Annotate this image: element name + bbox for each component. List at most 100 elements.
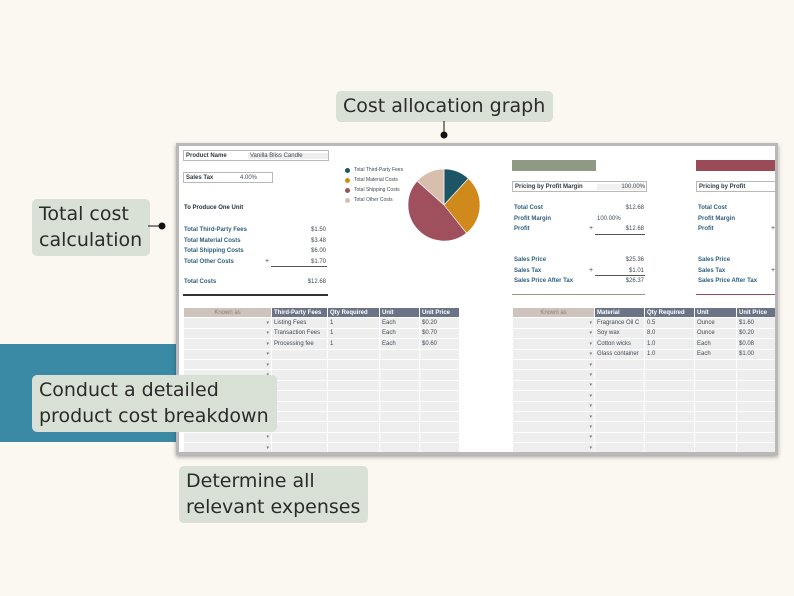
- table-cell[interactable]: [594, 379, 645, 392]
- table-cell[interactable]: [644, 379, 695, 392]
- pricing-method-value[interactable]: 100.00%: [597, 183, 645, 190]
- table-cell[interactable]: [379, 358, 420, 371]
- table-cell[interactable]: [644, 431, 695, 444]
- table-cell[interactable]: 1: [327, 327, 380, 340]
- table-cell[interactable]: [736, 358, 775, 371]
- product-name-field[interactable]: Product Name Vanilla Bliss Candle: [183, 150, 329, 161]
- table-cell[interactable]: [379, 421, 420, 433]
- table-cell[interactable]: [271, 390, 328, 402]
- table-cell[interactable]: [594, 421, 645, 433]
- table-cell[interactable]: [327, 379, 380, 392]
- table-cell[interactable]: [736, 410, 775, 423]
- chevron-down-icon[interactable]: ▾: [183, 348, 272, 360]
- table-cell[interactable]: [419, 442, 460, 452]
- table-cell[interactable]: 1.0: [644, 338, 695, 350]
- table-cell[interactable]: $0.20: [736, 327, 775, 340]
- table-cell[interactable]: $0.60: [419, 338, 460, 350]
- table-cell[interactable]: 0.5: [644, 317, 695, 329]
- table-cell[interactable]: [327, 390, 380, 402]
- table-cell[interactable]: [644, 442, 695, 452]
- table-cell[interactable]: [327, 410, 380, 423]
- table-cell[interactable]: [419, 369, 460, 381]
- table-cell[interactable]: Fragrance Oil C: [594, 317, 645, 329]
- table-cell[interactable]: $0.08: [736, 338, 775, 350]
- chevron-down-icon[interactable]: ▾: [183, 317, 272, 329]
- table-cell[interactable]: [419, 390, 460, 402]
- chevron-down-icon[interactable]: ▾: [512, 431, 595, 444]
- chevron-down-icon[interactable]: ▾: [512, 410, 595, 423]
- table-cell[interactable]: Each: [379, 338, 420, 350]
- table-cell[interactable]: [379, 348, 420, 360]
- table-cell[interactable]: [379, 379, 420, 392]
- table-cell[interactable]: 1.0: [644, 348, 695, 360]
- table-cell[interactable]: [271, 400, 328, 412]
- table-cell[interactable]: [271, 348, 328, 360]
- chevron-down-icon[interactable]: ▾: [183, 338, 272, 350]
- product-name-value[interactable]: Vanilla Bliss Candle: [248, 152, 328, 159]
- table-cell[interactable]: [327, 442, 380, 452]
- table-cell[interactable]: Processing fee: [271, 338, 328, 350]
- table-cell[interactable]: Cotton wicks: [594, 338, 645, 350]
- table-cell[interactable]: [694, 390, 737, 402]
- table-cell[interactable]: [644, 410, 695, 423]
- table-cell[interactable]: [379, 390, 420, 402]
- table-cell[interactable]: [644, 390, 695, 402]
- table-cell[interactable]: [327, 369, 380, 381]
- table-cell[interactable]: 1: [327, 338, 380, 350]
- table-cell[interactable]: [327, 400, 380, 412]
- table-cell[interactable]: [694, 379, 737, 392]
- table-cell[interactable]: [271, 410, 328, 423]
- table-cell[interactable]: [419, 410, 460, 423]
- chevron-down-icon[interactable]: ▾: [512, 348, 595, 360]
- table-cell[interactable]: [644, 358, 695, 371]
- table-cell[interactable]: $0.20: [419, 317, 460, 329]
- chevron-down-icon[interactable]: ▾: [512, 400, 595, 412]
- table-cell[interactable]: [594, 400, 645, 412]
- table-cell[interactable]: [694, 358, 737, 371]
- table-cell[interactable]: [327, 431, 380, 444]
- table-cell[interactable]: Soy wax: [594, 327, 645, 340]
- pricing-method-profit[interactable]: Pricing by Profit: [696, 181, 775, 192]
- chevron-down-icon[interactable]: ▾: [512, 327, 595, 340]
- table-cell[interactable]: [694, 421, 737, 433]
- table-cell[interactable]: [419, 421, 460, 433]
- table-cell[interactable]: [271, 421, 328, 433]
- table-cell[interactable]: [419, 348, 460, 360]
- table-cell[interactable]: [379, 410, 420, 423]
- table-cell[interactable]: [379, 431, 420, 444]
- table-cell[interactable]: [594, 442, 645, 452]
- table-cell[interactable]: [736, 421, 775, 433]
- table-cell[interactable]: [644, 400, 695, 412]
- table-cell[interactable]: [419, 358, 460, 371]
- table-cell[interactable]: Glass container: [594, 348, 645, 360]
- chevron-down-icon[interactable]: ▾: [512, 442, 595, 452]
- table-cell[interactable]: Transaction Fees: [271, 327, 328, 340]
- chevron-down-icon[interactable]: ▾: [183, 431, 272, 444]
- table-cell[interactable]: [644, 369, 695, 381]
- table-cell[interactable]: $1.60: [736, 317, 775, 329]
- chevron-down-icon[interactable]: ▾: [512, 390, 595, 402]
- chevron-down-icon[interactable]: ▾: [183, 442, 272, 452]
- table-cell[interactable]: [736, 431, 775, 444]
- table-cell[interactable]: [694, 410, 737, 423]
- table-cell[interactable]: [736, 442, 775, 452]
- table-cell[interactable]: Ounce: [694, 327, 737, 340]
- table-cell[interactable]: [327, 348, 380, 360]
- table-cell[interactable]: [419, 400, 460, 412]
- table-cell[interactable]: Each: [379, 317, 420, 329]
- table-cell[interactable]: [594, 431, 645, 444]
- sales-tax-value[interactable]: 4.00%: [240, 174, 258, 181]
- table-cell[interactable]: $0.70: [419, 327, 460, 340]
- pricing-method-margin[interactable]: Pricing by Profit Margin 100.00%: [512, 181, 647, 192]
- table-cell[interactable]: Listing Fees: [271, 317, 328, 329]
- table-cell[interactable]: 1: [327, 317, 380, 329]
- table-cell[interactable]: [327, 358, 380, 371]
- chevron-down-icon[interactable]: ▾: [183, 327, 272, 340]
- chevron-down-icon[interactable]: ▾: [183, 358, 272, 371]
- table-cell[interactable]: [271, 442, 328, 452]
- sales-tax-field[interactable]: Sales Tax 4.00%: [183, 172, 273, 183]
- table-cell[interactable]: [271, 369, 328, 381]
- table-cell[interactable]: [271, 358, 328, 371]
- table-cell[interactable]: [594, 410, 645, 423]
- table-cell[interactable]: [694, 442, 737, 452]
